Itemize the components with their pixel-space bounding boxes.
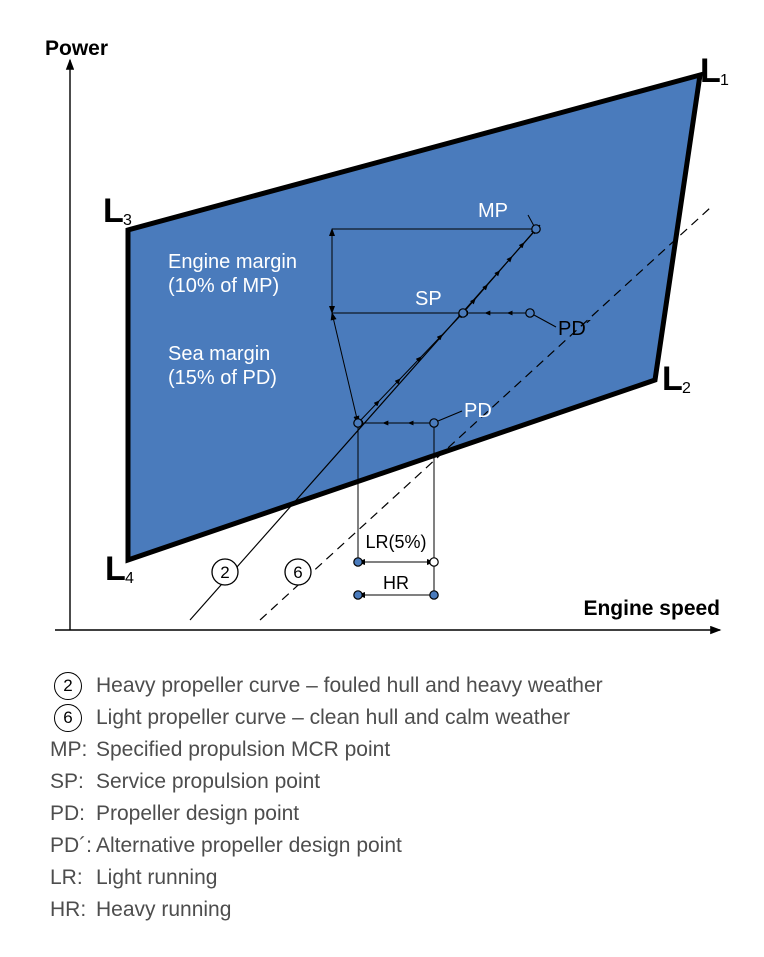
svg-text:3: 3 <box>123 212 132 229</box>
legend-text: Propeller design point <box>96 798 299 830</box>
svg-text:4: 4 <box>125 570 134 587</box>
svg-text:PD: PD <box>464 400 492 422</box>
svg-text:L: L <box>662 360 683 398</box>
svg-text:L: L <box>700 52 721 90</box>
svg-text:2: 2 <box>220 563 229 582</box>
svg-text:SP: SP <box>415 288 442 310</box>
legend-symbol-circle: 2 <box>54 672 82 700</box>
legend-key: PD: <box>50 798 96 830</box>
legend-row: 6 Light propeller curve – clean hull and … <box>50 702 603 734</box>
svg-text:(10% of MP): (10% of MP) <box>168 275 279 297</box>
legend-row: HR:Heavy running <box>50 894 603 926</box>
legend-text: Light propeller curve – clean hull and c… <box>96 702 570 734</box>
svg-text:Engine margin: Engine margin <box>168 251 297 273</box>
legend-text: Specified propulsion MCR point <box>96 734 390 766</box>
legend-symbol-circle: 6 <box>54 704 82 732</box>
svg-text:PD´: PD´ <box>558 318 592 340</box>
svg-text:HR: HR <box>383 573 409 593</box>
legend-row: LR:Light running <box>50 862 603 894</box>
layout-diagram: PowerEngine speedL1L2L3L426Engine margin… <box>0 0 764 650</box>
legend-text: Light running <box>96 862 217 894</box>
legend-key: HR: <box>50 894 96 926</box>
svg-text:(15% of PD): (15% of PD) <box>168 367 277 389</box>
svg-text:L: L <box>105 550 126 588</box>
svg-text:Sea margin: Sea margin <box>168 343 270 365</box>
legend-row: PD:Propeller design point <box>50 798 603 830</box>
svg-text:LR(5%): LR(5%) <box>365 532 426 552</box>
legend-text: Service propulsion point <box>96 766 320 798</box>
svg-text:6: 6 <box>293 563 302 582</box>
legend-text: Heavy running <box>96 894 231 926</box>
svg-text:Engine speed: Engine speed <box>583 597 720 620</box>
legend: 2 Heavy propeller curve – fouled hull and… <box>50 670 603 926</box>
legend-key: SP: <box>50 766 96 798</box>
svg-text:1: 1 <box>720 72 729 89</box>
legend-row: PD´:Alternative propeller design point <box>50 830 603 862</box>
legend-row: SP:Service propulsion point <box>50 766 603 798</box>
svg-text:MP: MP <box>478 200 508 222</box>
legend-key: MP: <box>50 734 96 766</box>
legend-text: Alternative propeller design point <box>96 830 402 862</box>
svg-text:L: L <box>103 192 124 230</box>
legend-key: LR: <box>50 862 96 894</box>
legend-row: 2 Heavy propeller curve – fouled hull and… <box>50 670 603 702</box>
legend-text: Heavy propeller curve – fouled hull and … <box>96 670 603 702</box>
svg-text:2: 2 <box>682 380 691 397</box>
legend-row: MP:Specified propulsion MCR point <box>50 734 603 766</box>
legend-key: PD´: <box>50 830 96 862</box>
svg-text:Power: Power <box>45 37 108 60</box>
